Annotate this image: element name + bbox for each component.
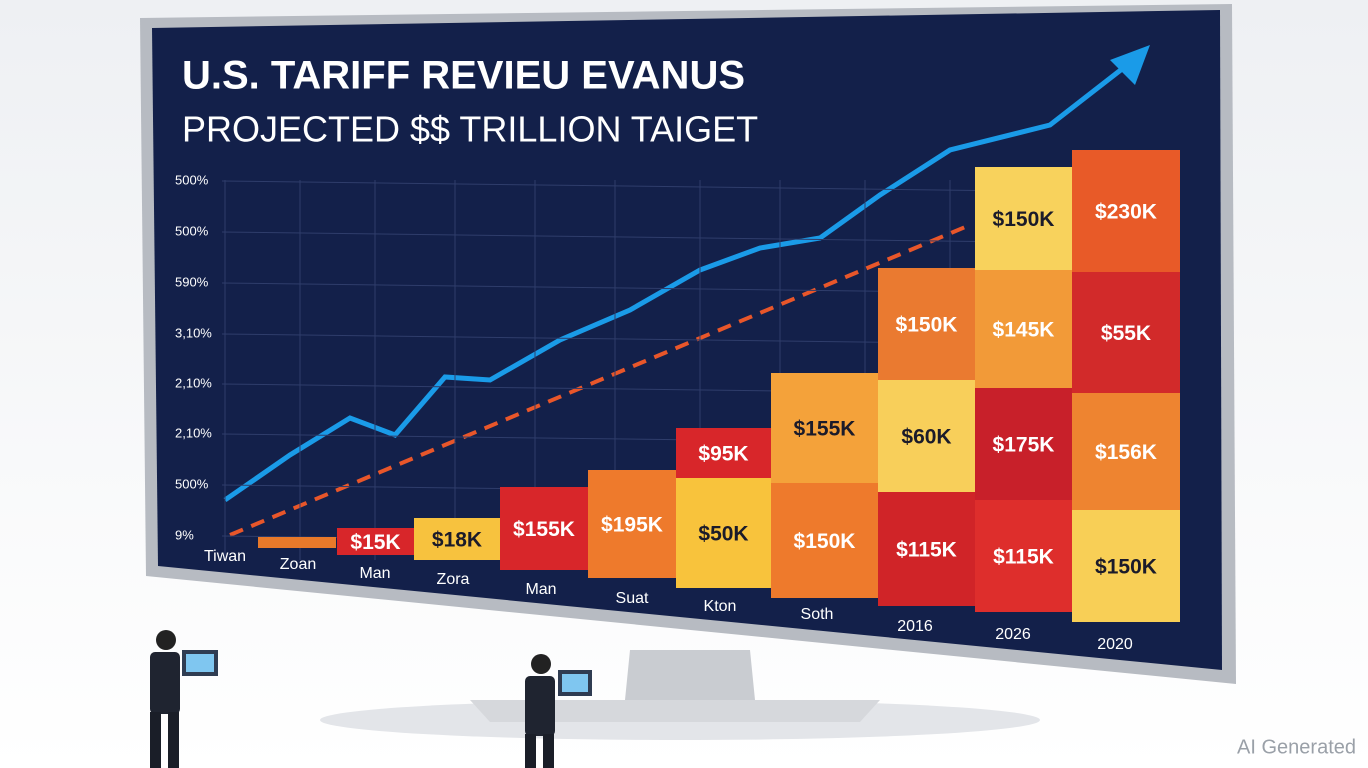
block — [1072, 272, 1180, 393]
block-label: $15K — [350, 531, 400, 554]
trend-arrow — [1110, 45, 1150, 85]
block — [878, 268, 975, 380]
block-label: $55K — [1101, 322, 1151, 345]
block-label: $150K — [896, 314, 958, 337]
chart-title: U.S. TARIFF REVIEU EVANUS — [182, 54, 745, 98]
block — [414, 518, 500, 560]
x-label: Man — [359, 565, 390, 582]
block — [500, 487, 588, 570]
x-label: Kton — [704, 598, 737, 615]
block — [771, 483, 878, 598]
block-label: $195K — [601, 514, 663, 537]
block — [258, 537, 336, 548]
block-label: $150K — [993, 208, 1055, 231]
x-label: 2020 — [1097, 636, 1133, 653]
block-label: $156K — [1095, 441, 1157, 464]
block-label: $150K — [794, 530, 856, 553]
block — [975, 388, 1072, 500]
target-line — [229, 223, 971, 537]
y-label: 500% — [175, 172, 209, 187]
x-label: Suat — [616, 590, 649, 607]
x-label: Zora — [437, 571, 470, 588]
block-label: $18K — [432, 529, 482, 552]
y-label: 2,10% — [175, 375, 212, 390]
block-label: $175K — [993, 434, 1055, 457]
block — [975, 500, 1072, 612]
chart-subtitle: PROJECTED $$ TRILLION TAIGET — [182, 109, 758, 150]
block — [1072, 510, 1180, 622]
y-label: 500% — [175, 476, 209, 491]
person — [150, 630, 218, 768]
block — [975, 167, 1072, 270]
block — [1072, 393, 1180, 510]
x-label: Man — [525, 581, 556, 598]
block-label: $230K — [1095, 201, 1157, 224]
person — [525, 654, 592, 768]
block-label: $145K — [993, 319, 1055, 342]
block — [975, 270, 1072, 388]
y-label: 3,10% — [175, 325, 212, 340]
block-label: $95K — [698, 443, 748, 466]
block — [588, 470, 676, 578]
watermark: AI Generated — [1237, 736, 1356, 758]
chart-area: 500% 500% 590% 3,10% 2,10% 2,10% 500% 9% $15K $18… — [175, 150, 1181, 653]
block — [1072, 150, 1180, 272]
y-label: 590% — [175, 274, 209, 289]
block — [771, 373, 878, 483]
x-label: Zoan — [280, 556, 316, 573]
trend-line — [223, 53, 1142, 503]
x-label: Tiwan — [204, 548, 246, 565]
block — [878, 380, 975, 492]
block-label: $155K — [513, 518, 575, 541]
block — [676, 428, 771, 478]
y-label: 2,10% — [175, 425, 212, 440]
y-label: 9% — [175, 527, 194, 542]
block-label: $115K — [993, 546, 1054, 569]
block-label: $150K — [1095, 556, 1157, 579]
block — [337, 528, 414, 555]
x-label: Soth — [801, 606, 834, 623]
y-label: 500% — [175, 223, 209, 238]
block-label: $155K — [794, 418, 856, 441]
block-label: $115K — [896, 539, 957, 562]
block — [878, 492, 975, 606]
block-label: $50K — [698, 523, 748, 546]
monitor-neck — [625, 650, 755, 700]
x-label: 2026 — [995, 626, 1031, 643]
block — [676, 478, 771, 588]
block-label: $60K — [901, 426, 951, 449]
x-label: 2016 — [897, 618, 933, 635]
monitor-base — [470, 700, 880, 722]
